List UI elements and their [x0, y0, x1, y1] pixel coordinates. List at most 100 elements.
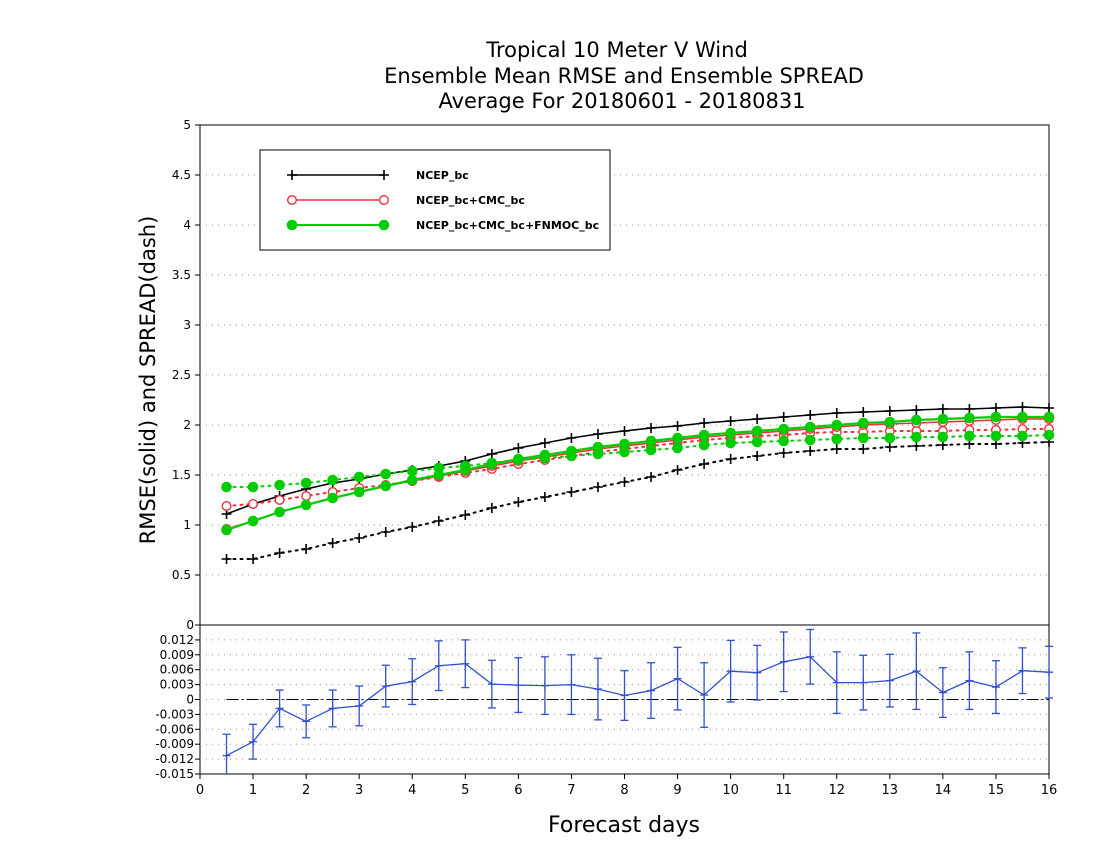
ncep-bc-cmc-bc-fnmoc-bc-spread-point — [247, 481, 259, 493]
ncep-bc-cmc-bc-fnmoc-bc-rmse-point — [1043, 411, 1055, 423]
ncep-bc-spread-point — [884, 442, 895, 452]
x-axis: 0 1 2 3 4 5 6 7 8 9 10 11 12 13 14 15 16 — [196, 774, 1057, 798]
x-tick-label: 13 — [882, 783, 899, 798]
ncep-bc-cmc-bc-fnmoc-bc-rmse-point — [698, 429, 710, 441]
series-1 — [221, 402, 1054, 564]
series-2 — [221, 414, 1054, 535]
difference-point — [1018, 666, 1027, 675]
difference-point — [991, 683, 1000, 692]
top-panel: 0.5 1 1.5 2 2.5 3 3.5 4 4.5 5 — [172, 118, 1055, 626]
ncep-bc-spread-point — [646, 472, 657, 482]
ncep-bc-rmse-point — [539, 438, 550, 448]
x-tick-label: 11 — [775, 783, 792, 798]
ncep-bc-rmse-point — [752, 414, 763, 424]
ncep-bc-cmc-bc-fnmoc-bc-rmse-point — [353, 486, 365, 498]
ncep-bc-cmc-bc-fnmoc-bc-rmse-point — [937, 413, 949, 425]
legend-marker — [379, 170, 389, 180]
chart-title-line-2: Ensemble Mean RMSE and Ensemble SPREAD — [384, 64, 864, 88]
top-y-tick-label: 1 — [183, 518, 191, 532]
ncep-bc-spread-point — [672, 465, 683, 475]
bottom-y-tick-label: 0.009 — [160, 648, 194, 662]
top-y-tick-label: 3 — [183, 318, 191, 332]
ncep-bc-cmc-bc-fnmoc-bc-rmse-point — [804, 421, 816, 433]
legend-marker — [287, 194, 298, 205]
ncep-bc-cmc-bc-fnmoc-bc-spread-point — [857, 432, 869, 444]
bottom-y-tick-label: -0.015 — [155, 767, 194, 781]
ncep-bc-cmc-bc-fnmoc-bc-rmse-point — [327, 492, 338, 504]
ncep-bc-cmc-bc-fnmoc-bc-spread-point — [327, 474, 338, 486]
difference-point — [753, 668, 762, 677]
ncep-bc-cmc-bc-fnmoc-bc-rmse-point — [513, 453, 524, 465]
ncep-bc-cmc-bc-fnmoc-bc-rmse-point — [380, 480, 392, 492]
ncep-bc-rmse-point — [964, 404, 975, 414]
ncep-bc-spread-point — [354, 533, 365, 543]
difference-point — [355, 701, 364, 710]
x-tick-label: 9 — [673, 783, 681, 798]
ncep-bc-cmc-bc-fnmoc-bc-rmse-point — [990, 411, 1002, 423]
legend: NCEP_bc NCEP_bc+CMC_bc NCEP_bc+CMC_bc+FNMO… — [259, 149, 611, 251]
ncep-bc-rmse-point — [858, 407, 869, 417]
ncep-bc-cmc-bc-fnmoc-bc-spread-point — [698, 439, 710, 451]
x-tick-label: 5 — [461, 783, 469, 798]
bottom-y-tick-label: 0.012 — [160, 633, 194, 647]
ncep-bc-spread-point — [301, 544, 312, 554]
ncep-bc-spread-point — [831, 444, 842, 454]
bottom-y-tick-label: -0.009 — [155, 737, 194, 751]
top-y-tick-label: 1.5 — [172, 468, 191, 482]
difference-point — [859, 678, 868, 687]
ncep-bc-cmc-bc-fnmoc-bc-spread-point — [274, 479, 285, 491]
ncep-bc-cmc-bc-spread-point — [301, 491, 312, 502]
bottom-y-tick-label: 0.003 — [160, 678, 194, 692]
ncep-bc-cmc-bc-fnmoc-bc-rmse-point — [274, 506, 285, 518]
ncep-bc-cmc-bc-fnmoc-bc-spread-point — [1043, 429, 1055, 441]
legend-marker — [379, 194, 390, 205]
ncep-bc-spread-point — [380, 527, 391, 537]
difference-line — [226, 656, 1050, 757]
legend-marker — [286, 219, 298, 231]
ncep-bc-rmse-point — [566, 433, 577, 443]
legend-label: NCEP_bc+CMC_bc+FNMOC_bc — [416, 219, 599, 232]
difference-point — [328, 704, 337, 713]
ncep-bc-cmc-bc-fnmoc-bc-spread-point — [645, 444, 657, 456]
difference-point — [620, 691, 629, 700]
ncep-bc-cmc-bc-fnmoc-bc-spread-point — [911, 431, 922, 443]
ncep-bc-spread-point — [805, 446, 816, 456]
ncep-bc-cmc-bc-fnmoc-bc-rmse-point — [300, 499, 312, 511]
series-3 — [221, 411, 1055, 536]
ncep-bc-rmse-point — [592, 429, 603, 439]
top-y-tick-label: 4 — [183, 218, 191, 232]
difference-point — [885, 676, 894, 685]
difference-point — [673, 674, 682, 683]
x-tick-label: 12 — [828, 783, 845, 798]
ncep-bc-cmc-bc-fnmoc-bc-spread-point — [964, 430, 975, 442]
ncep-bc-spread-point — [221, 554, 232, 564]
difference-point — [832, 678, 841, 687]
ncep-bc-spread-point — [248, 554, 259, 564]
ncep-bc-spread-point — [725, 454, 736, 464]
difference-point — [938, 688, 947, 697]
ncep-bc-cmc-bc-fnmoc-bc-rmse-point — [566, 445, 577, 457]
chart-title-line-3: Average For 20180601 - 20180831 — [438, 89, 805, 113]
top-y-tick-label: 3.5 — [172, 268, 191, 282]
bottom-panel: -0.015-0.012-0.009-0.006-0.00300.0030.00… — [155, 618, 1053, 781]
top-y-tick-label: 0.5 — [172, 568, 191, 582]
difference-series — [222, 628, 1053, 774]
ncep-bc-rmse-point — [486, 449, 497, 459]
ncep-bc-cmc-bc-fnmoc-bc-rmse-point — [725, 427, 736, 439]
ncep-bc-cmc-bc-spread-line — [225, 428, 1050, 507]
difference-point — [275, 704, 284, 713]
x-tick-label: 2 — [302, 783, 310, 798]
difference-point — [1045, 668, 1053, 677]
x-axis-label: Forecast days — [548, 813, 700, 838]
ncep-bc-cmc-bc-fnmoc-bc-spread-point — [990, 430, 1002, 442]
ncep-bc-rmse-point — [725, 416, 736, 426]
top-y-tick-label: 4.5 — [172, 168, 191, 182]
ncep-bc-spread-point — [858, 444, 869, 454]
ncep-bc-spread-point — [407, 522, 418, 532]
x-tick-label: 16 — [1041, 783, 1058, 798]
ncep-bc-cmc-bc-fnmoc-bc-rmse-point — [751, 425, 763, 437]
top-y-tick-label: 5 — [183, 118, 191, 132]
ncep-bc-cmc-bc-rmse-line — [226, 418, 1049, 530]
ncep-bc-spread-line — [225, 441, 1050, 560]
